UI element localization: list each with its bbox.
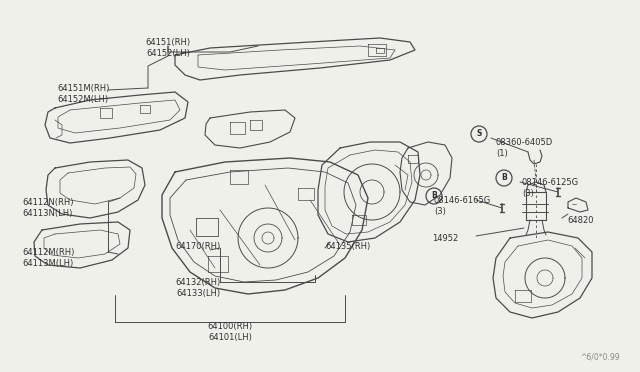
Text: 64112N(RH)
64113N(LH): 64112N(RH) 64113N(LH) bbox=[22, 198, 74, 218]
Text: 08146-6165G
(3): 08146-6165G (3) bbox=[434, 196, 492, 217]
Text: 08360-6405D
(1): 08360-6405D (1) bbox=[496, 138, 553, 158]
Text: ^6/0*0.99: ^6/0*0.99 bbox=[580, 353, 620, 362]
Text: 64132(RH)
64133(LH): 64132(RH) 64133(LH) bbox=[175, 278, 221, 298]
Text: 14952: 14952 bbox=[432, 234, 458, 243]
Text: 08146-6125G
(3): 08146-6125G (3) bbox=[522, 178, 579, 198]
Text: 64820: 64820 bbox=[567, 216, 593, 225]
Text: S: S bbox=[476, 129, 482, 138]
Text: 64112M(RH)
64113M(LH): 64112M(RH) 64113M(LH) bbox=[22, 248, 74, 269]
Text: B: B bbox=[431, 192, 437, 201]
Text: 64151(RH)
64152(LH): 64151(RH) 64152(LH) bbox=[145, 38, 191, 58]
Text: 64135(RH): 64135(RH) bbox=[325, 242, 371, 251]
Text: B: B bbox=[501, 173, 507, 183]
Text: 64170(RH): 64170(RH) bbox=[175, 242, 220, 251]
Text: 64100(RH)
64101(LH): 64100(RH) 64101(LH) bbox=[207, 322, 253, 343]
Text: 64151M(RH)
64152M(LH): 64151M(RH) 64152M(LH) bbox=[57, 84, 109, 105]
